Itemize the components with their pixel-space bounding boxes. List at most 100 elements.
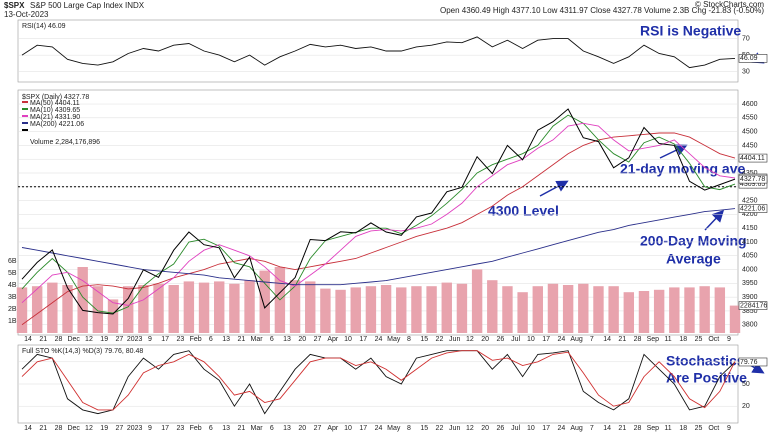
y-tick-label: 3800 (742, 322, 758, 329)
x-tick-label: 14 (24, 336, 32, 343)
panel-title: RSI(14) 46.09 (22, 23, 66, 30)
x-tick-label: 26 (497, 336, 505, 343)
symbol: $SPX (4, 1, 25, 10)
volume-tick-label: 1B (8, 318, 17, 325)
volume-bar (578, 283, 589, 333)
x-tick-label: 19 (100, 425, 108, 432)
volume-bar (669, 287, 680, 333)
volume-bar (122, 286, 134, 333)
x-tick-label: 17 (161, 425, 169, 432)
volume-bar (47, 282, 58, 333)
volume-bar (92, 286, 104, 333)
x-tick-label: 20 (481, 336, 489, 343)
exchange: INDX (125, 1, 145, 10)
x-tick-label: 28 (55, 425, 63, 432)
x-tick-label: 27 (314, 425, 322, 432)
volume-bar (396, 287, 407, 333)
volume-bar (441, 282, 452, 333)
volume-bar (608, 286, 619, 333)
y-tick-label: 3850 (742, 308, 758, 315)
x-tick-label: 6 (270, 425, 274, 432)
x-tick-label: Sep (647, 425, 660, 432)
x-tick-label: 12 (85, 425, 93, 432)
volume-bar (259, 270, 270, 333)
x-tick-label: 27 (116, 425, 124, 432)
x-tick-label: 22 (436, 336, 444, 343)
volume-bar (153, 283, 164, 333)
x-tick-label: 21 (618, 336, 626, 343)
x-tick-label: 21 (39, 336, 47, 343)
y-tick-label: 4350 (742, 170, 758, 177)
series-line (21, 36, 736, 69)
x-tick-label: May (387, 336, 401, 343)
volume-tick-label: 3B (8, 294, 17, 301)
series-line (21, 132, 736, 326)
x-tick-label: Apr (327, 336, 339, 343)
x-tick-label: 9 (148, 425, 152, 432)
x-tick-label: 13 (222, 336, 230, 343)
volume-bar (517, 292, 528, 333)
value-label: 46.09 (740, 55, 758, 62)
y-tick-label: 70 (742, 35, 750, 42)
x-tick-label: 17 (359, 336, 367, 343)
value-label: 4221.06 (740, 205, 765, 212)
x-tick-label: 14 (603, 425, 611, 432)
value-box (738, 301, 768, 310)
volume-bar (365, 286, 377, 333)
x-tick-label: 25 (695, 336, 703, 343)
y-tick-label: 30 (742, 69, 750, 76)
annotation: 200-Day Moving (640, 233, 747, 249)
y-tick-label: 20 (742, 403, 750, 410)
series-line (21, 208, 736, 286)
volume-bar (198, 282, 210, 333)
y-tick-label: 4550 (742, 115, 758, 122)
legend-entry: MA(50) 4404.11 (30, 100, 80, 107)
x-tick-label: 27 (314, 336, 322, 343)
value-box (738, 153, 768, 163)
x-tick-label: 6 (270, 336, 274, 343)
volume-bar (684, 287, 695, 333)
volume-bar (714, 287, 726, 333)
x-tick-label: Jun (449, 425, 460, 432)
x-tick-label: 11 (664, 425, 671, 432)
legend-entry: Volume 2,284,176,896 (30, 139, 100, 146)
x-tick-label: 27 (116, 336, 124, 343)
series-line (21, 122, 736, 306)
x-tick-label: 18 (679, 425, 687, 432)
volume-bar (411, 286, 422, 333)
x-tick-label: 24 (557, 425, 565, 432)
x-tick-label: 20 (481, 425, 489, 432)
series-line (21, 108, 736, 315)
volume-bar (305, 281, 316, 333)
y-tick-label: 4250 (742, 197, 758, 204)
volume-bar (168, 285, 179, 333)
x-tick-label: 28 (634, 425, 642, 432)
volume-bar (547, 283, 559, 333)
volume-tick-label: 4B (8, 282, 17, 289)
x-tick-label: 17 (542, 336, 550, 343)
x-tick-label: 21 (39, 425, 47, 432)
x-tick-label: 8 (407, 425, 411, 432)
volume-bar (16, 287, 28, 333)
x-tick-label: 14 (603, 336, 611, 343)
index-name: S&P 500 Large Cap Index (30, 1, 123, 10)
volume-bar (229, 283, 240, 333)
volume-tick-label: 2B (8, 306, 17, 313)
x-tick-label: 7 (590, 425, 594, 432)
volume-bar (729, 305, 741, 333)
x-tick-label: Aug (570, 336, 583, 343)
volume-bar (562, 285, 574, 333)
volume-bar (350, 287, 361, 333)
annotation: Average (666, 251, 721, 267)
volume-bar (320, 288, 331, 333)
volume-bar (426, 286, 437, 333)
x-tick-label: 28 (55, 336, 63, 343)
volume-tick-label: 5B (8, 270, 17, 277)
x-tick-label: Apr (327, 425, 339, 432)
x-tick-label: 9 (727, 336, 731, 343)
volume-bar (699, 286, 710, 333)
volume-bar (214, 281, 225, 333)
annotation: Are Positive (666, 370, 747, 386)
volume-bar (471, 269, 483, 333)
